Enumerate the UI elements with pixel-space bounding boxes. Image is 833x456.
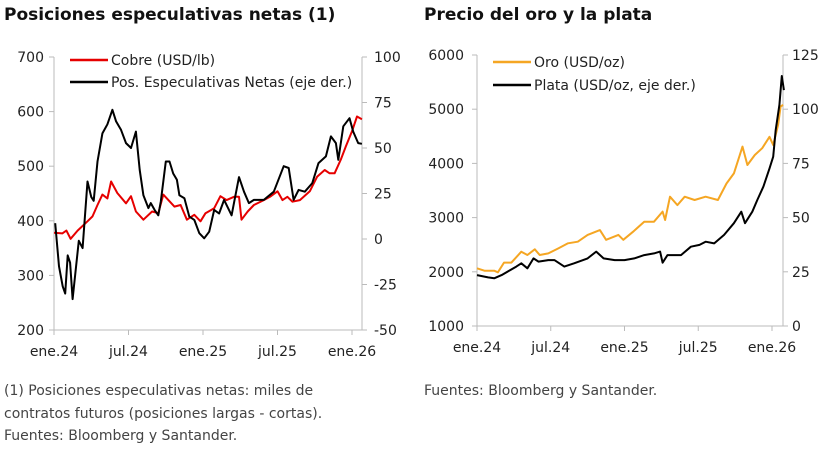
x-tick-label: ene.26 xyxy=(748,340,796,356)
right-y-tick-label: 50 xyxy=(374,141,392,157)
left-y-tick-label: 3000 xyxy=(428,211,464,227)
right-y-tick-label: 25 xyxy=(374,187,392,203)
legend-label: Plata (USD/oz, eje der.) xyxy=(534,78,696,94)
series-line-1 xyxy=(476,75,785,280)
series-line-0 xyxy=(476,104,784,274)
left-y-tick-label: 500 xyxy=(17,159,44,175)
right-y-tick-label: 100 xyxy=(374,50,401,66)
right-y-tick-label: 100 xyxy=(792,102,819,118)
left-y-tick-label: 200 xyxy=(17,323,44,339)
series-line-1 xyxy=(54,108,363,301)
left-y-tick-label: 2000 xyxy=(428,265,464,281)
right-y-tick-label: 0 xyxy=(792,319,801,335)
left-footnote: (1) Posiciones especulativas netas: mile… xyxy=(4,380,322,448)
left-y-tick-label: 400 xyxy=(17,214,44,230)
x-tick-label: jul.24 xyxy=(530,340,570,356)
footnote-line: contratos futuros (posiciones largas - c… xyxy=(4,405,323,422)
footnote-line: Fuentes: Bloomberg y Santander. xyxy=(4,428,238,444)
series-line-0 xyxy=(53,115,363,240)
left-y-tick-label: 600 xyxy=(17,105,44,121)
right-y-tick-label: -50 xyxy=(374,323,397,339)
footnote-line: (1) Posiciones especulativas netas: mile… xyxy=(4,383,314,399)
left-y-tick-label: 300 xyxy=(17,268,44,284)
x-tick-label: jul.25 xyxy=(678,340,718,356)
x-tick-label: jul.25 xyxy=(257,344,297,360)
left-y-tick-label: 6000 xyxy=(428,48,464,64)
x-tick-label: ene.25 xyxy=(179,344,227,360)
left-y-tick-label: 700 xyxy=(17,50,44,66)
left-y-tick-label: 1000 xyxy=(428,319,464,335)
left-chart-title: Posiciones especulativas netas (1) xyxy=(4,5,336,25)
left-y-tick-label: 5000 xyxy=(428,102,464,118)
x-tick-label: ene.26 xyxy=(328,344,376,360)
footnote-line: Fuentes: Bloomberg y Santander. xyxy=(424,383,658,399)
right-y-tick-label: 0 xyxy=(374,232,383,248)
right-y-tick-label: 25 xyxy=(792,265,810,281)
x-tick-label: ene.24 xyxy=(453,340,501,356)
x-tick-label: jul.24 xyxy=(108,344,148,360)
x-tick-label: ene.25 xyxy=(600,340,648,356)
right-y-tick-label: 125 xyxy=(792,48,819,64)
right-y-tick-label: 75 xyxy=(374,96,392,112)
legend-label: Pos. Especulativas Netas (eje der.) xyxy=(111,75,352,91)
legend-label: Oro (USD/oz) xyxy=(534,55,625,71)
right-footnote: Fuentes: Bloomberg y Santander. xyxy=(424,380,657,403)
left-y-tick-label: 4000 xyxy=(428,156,464,172)
right-chart-title: Precio del oro y la plata xyxy=(424,5,653,25)
legend-label: Cobre (USD/lb) xyxy=(111,53,215,69)
right-y-tick-label: -25 xyxy=(374,278,397,294)
right-y-tick-label: 50 xyxy=(792,211,810,227)
right-y-tick-label: 75 xyxy=(792,156,810,172)
x-tick-label: ene.24 xyxy=(30,344,78,360)
